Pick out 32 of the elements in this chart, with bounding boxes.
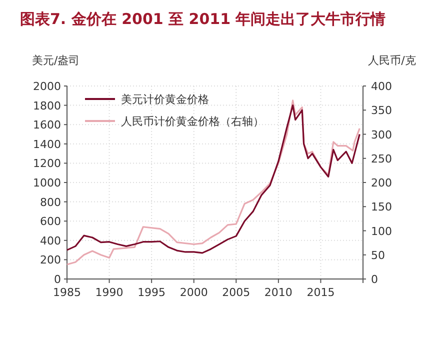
y2-axis-title: 人民币/克 [368,54,416,67]
y2-tick-label: 100 [371,224,392,238]
y-tick-label: 0 [54,273,61,286]
y-tick-label: 2000 [33,80,61,93]
y-tick-label: 1400 [33,138,61,151]
y-tick-label: 1600 [33,118,61,132]
y-tick-label: 400 [40,234,61,248]
y-tick-label: 800 [40,196,61,209]
y-tick-label: 1000 [33,176,61,190]
y2-tick-label: 250 [371,152,392,166]
y2-tick-label: 350 [371,104,392,118]
x-tick-label: 1995 [138,286,166,299]
y2-tick-label: 0 [371,273,378,286]
x-tick-label: 2010 [264,286,292,299]
y2-tick-label: 400 [371,80,392,93]
legend-label: 人民币计价黄金价格（右轴） [121,115,264,128]
x-tick-label: 1990 [95,286,124,299]
y2-tick-label: 300 [371,128,392,142]
x-tick-label: 2015 [306,286,335,299]
x-tick-label: 2000 [180,286,208,299]
chart-title: 图表7. 金价在 2001 至 2011 年间走出了大牛市行情 [20,10,386,28]
y2-tick-label: 200 [371,176,392,190]
x-tick-label: 2005 [222,286,250,299]
y2-tick-label: 150 [371,200,392,214]
y2-tick-label: 50 [371,248,385,262]
y-tick-label: 1800 [33,99,61,112]
y-tick-label: 600 [40,215,61,228]
x-tick-label: 1985 [53,286,81,299]
y-axis-title: 美元/盎司 [32,54,80,67]
legend-label: 美元计价黄金价格 [121,93,209,106]
y-tick-label: 1200 [33,157,61,170]
y-tick-label: 200 [40,254,61,267]
